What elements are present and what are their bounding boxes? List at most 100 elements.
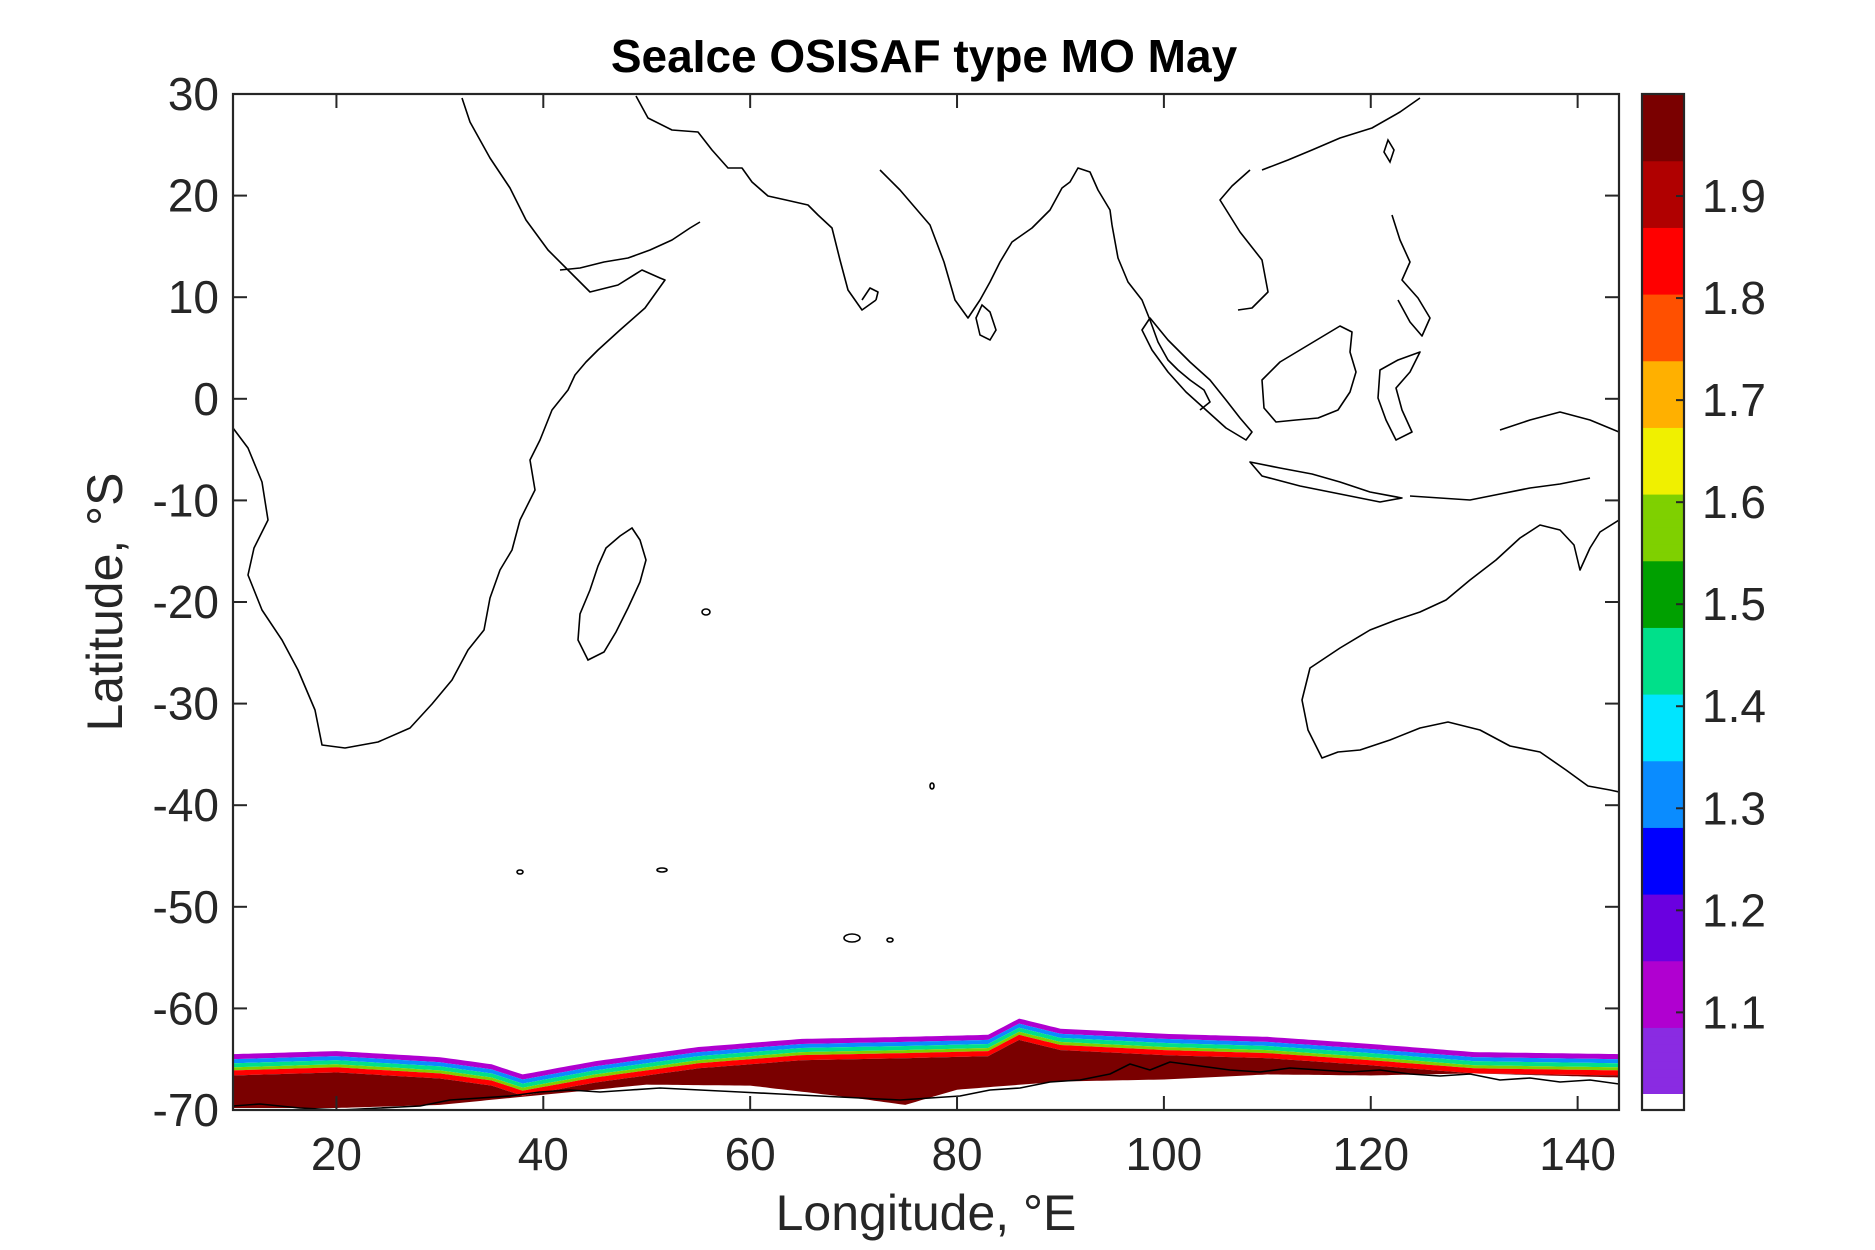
colorbar-segment: [1642, 560, 1684, 570]
colorbar-segment: [1642, 294, 1684, 303]
colorbar-segment: [1642, 677, 1684, 687]
colorbar-segment: [1642, 394, 1684, 403]
coastline-africa: [233, 97, 666, 749]
colorbar-segment: [1642, 327, 1684, 337]
colorbar-segment: [1642, 194, 1684, 203]
colorbar-segment: [1642, 702, 1684, 712]
y-tick-label: -50: [153, 881, 219, 933]
chart-title: SeaIce OSISAF type MO May: [611, 30, 1238, 82]
colorbar-segment: [1642, 719, 1684, 728]
x-tick-label: 80: [931, 1128, 982, 1180]
colorbar-segment: [1642, 185, 1684, 195]
coastline-taiwan: [1383, 138, 1395, 164]
y-tick-label: -40: [153, 779, 219, 831]
colorbar-segment: [1642, 977, 1684, 987]
colorbar-segment: [1642, 460, 1684, 470]
colorbar-segment: [1642, 227, 1684, 237]
colorbar-segment: [1642, 1027, 1684, 1037]
colorbar-segment: [1642, 244, 1684, 253]
y-tick-label: 0: [193, 373, 219, 425]
colorbar-segment: [1642, 952, 1684, 962]
y-axis: 30 20 10 0 -10 -20 -30 -40 -50 -60 -70: [153, 68, 1619, 1136]
colorbar-segment: [1642, 219, 1684, 228]
coastline-heard: [886, 937, 894, 943]
colorbar-segment: [1642, 819, 1684, 828]
colorbar-segment: [1642, 635, 1684, 645]
colorbar-gradient: [1642, 94, 1684, 1110]
coastline-philippines: [1391, 214, 1431, 337]
colorbar-segment: [1642, 235, 1684, 245]
colorbar-segment: [1642, 927, 1684, 937]
colorbar-segment: [1642, 610, 1684, 620]
colorbar-segment: [1642, 1044, 1684, 1053]
coastline-vietnam: [1219, 169, 1269, 311]
colorbar-segment: [1642, 535, 1684, 545]
colorbar-segment: [1642, 494, 1684, 503]
colorbar-segment: [1642, 694, 1684, 703]
colorbar-low-segment: [1642, 1094, 1684, 1110]
colorbar-segment: [1642, 835, 1684, 845]
colorbar-segment: [1642, 1069, 1684, 1078]
colorbar-tick-label: 1.5: [1702, 578, 1766, 630]
colorbar-segment: [1642, 410, 1684, 420]
colorbar-segment: [1642, 894, 1684, 903]
colorbar-segment: [1642, 585, 1684, 595]
colorbar-segment: [1642, 827, 1684, 837]
coastline-amsterdam: [929, 782, 935, 790]
colorbar-segment: [1642, 252, 1684, 262]
colorbar-segment: [1642, 969, 1684, 978]
colorbar-segment: [1642, 277, 1684, 287]
colorbar-segment: [1642, 1060, 1684, 1070]
x-tick-label: 20: [311, 1128, 362, 1180]
x-tick-label: 100: [1126, 1128, 1203, 1180]
colorbar-segment: [1642, 685, 1684, 695]
colorbar-segment: [1642, 319, 1684, 328]
colorbar-frame: [1640, 92, 1686, 1112]
colorbar-segment: [1642, 1077, 1684, 1087]
colorbar-segment: [1642, 735, 1684, 745]
coastline-new-guinea: [1499, 411, 1619, 433]
colorbar-segment: [1642, 1035, 1684, 1045]
colorbar-segment: [1642, 302, 1684, 312]
colorbar-tick-label: 1.9: [1702, 170, 1766, 222]
colorbar-segment: [1642, 135, 1684, 145]
coastline-crozet-east: [656, 867, 668, 873]
colorbar-segment: [1642, 935, 1684, 945]
y-axis-label: Latitude, °S: [77, 472, 133, 731]
colorbar-segment: [1642, 335, 1684, 345]
colorbar-tick-label: 1.2: [1702, 884, 1766, 936]
coastline-mauritius: [701, 608, 711, 616]
colorbar-segment: [1642, 1052, 1684, 1062]
coastline-sulawesi: [1377, 351, 1421, 441]
colorbar-segment: [1642, 660, 1684, 670]
coastline-map: [233, 95, 1619, 1110]
colorbar-segment: [1642, 627, 1684, 637]
coastline-antarctica: [233, 1061, 1619, 1110]
colorbar-segment: [1642, 710, 1684, 720]
colorbar-segment: [1642, 269, 1684, 278]
coastline-china: [1261, 97, 1421, 171]
colorbar-segment: [1642, 919, 1684, 928]
colorbar-segment: [1642, 452, 1684, 462]
colorbar-segment: [1642, 419, 1684, 428]
colorbar-segment: [1642, 902, 1684, 912]
y-tick-label: 10: [168, 271, 219, 323]
colorbar-segment: [1642, 744, 1684, 753]
colorbar-segment: [1642, 760, 1684, 770]
plot-area: 20 40 60 80 100 120 140 3020100-10-20-30-40-50…: [153, 68, 1621, 1180]
colorbar-tick-label: 1.6: [1702, 476, 1766, 528]
colorbar-segment: [1642, 1010, 1684, 1020]
colorbar-segment: [1642, 110, 1684, 120]
colorbar: 1.1 1.2 1.3 1.4 1.5 1.6 1.7 1.8 1.9: [1640, 92, 1766, 1112]
colorbar-segment: [1642, 435, 1684, 445]
coastline-arabia: [635, 95, 877, 311]
colorbar-segment: [1642, 285, 1684, 295]
colorbar-segment: [1642, 810, 1684, 820]
y-tick-label: -20: [153, 576, 219, 628]
colorbar-tick-label: 1.1: [1702, 986, 1766, 1038]
colorbar-segment: [1642, 644, 1684, 653]
coastline-madagascar: [577, 526, 647, 662]
colorbar-segment: [1642, 310, 1684, 320]
y-tick-label: -60: [153, 982, 219, 1034]
colorbar-segment: [1642, 844, 1684, 853]
